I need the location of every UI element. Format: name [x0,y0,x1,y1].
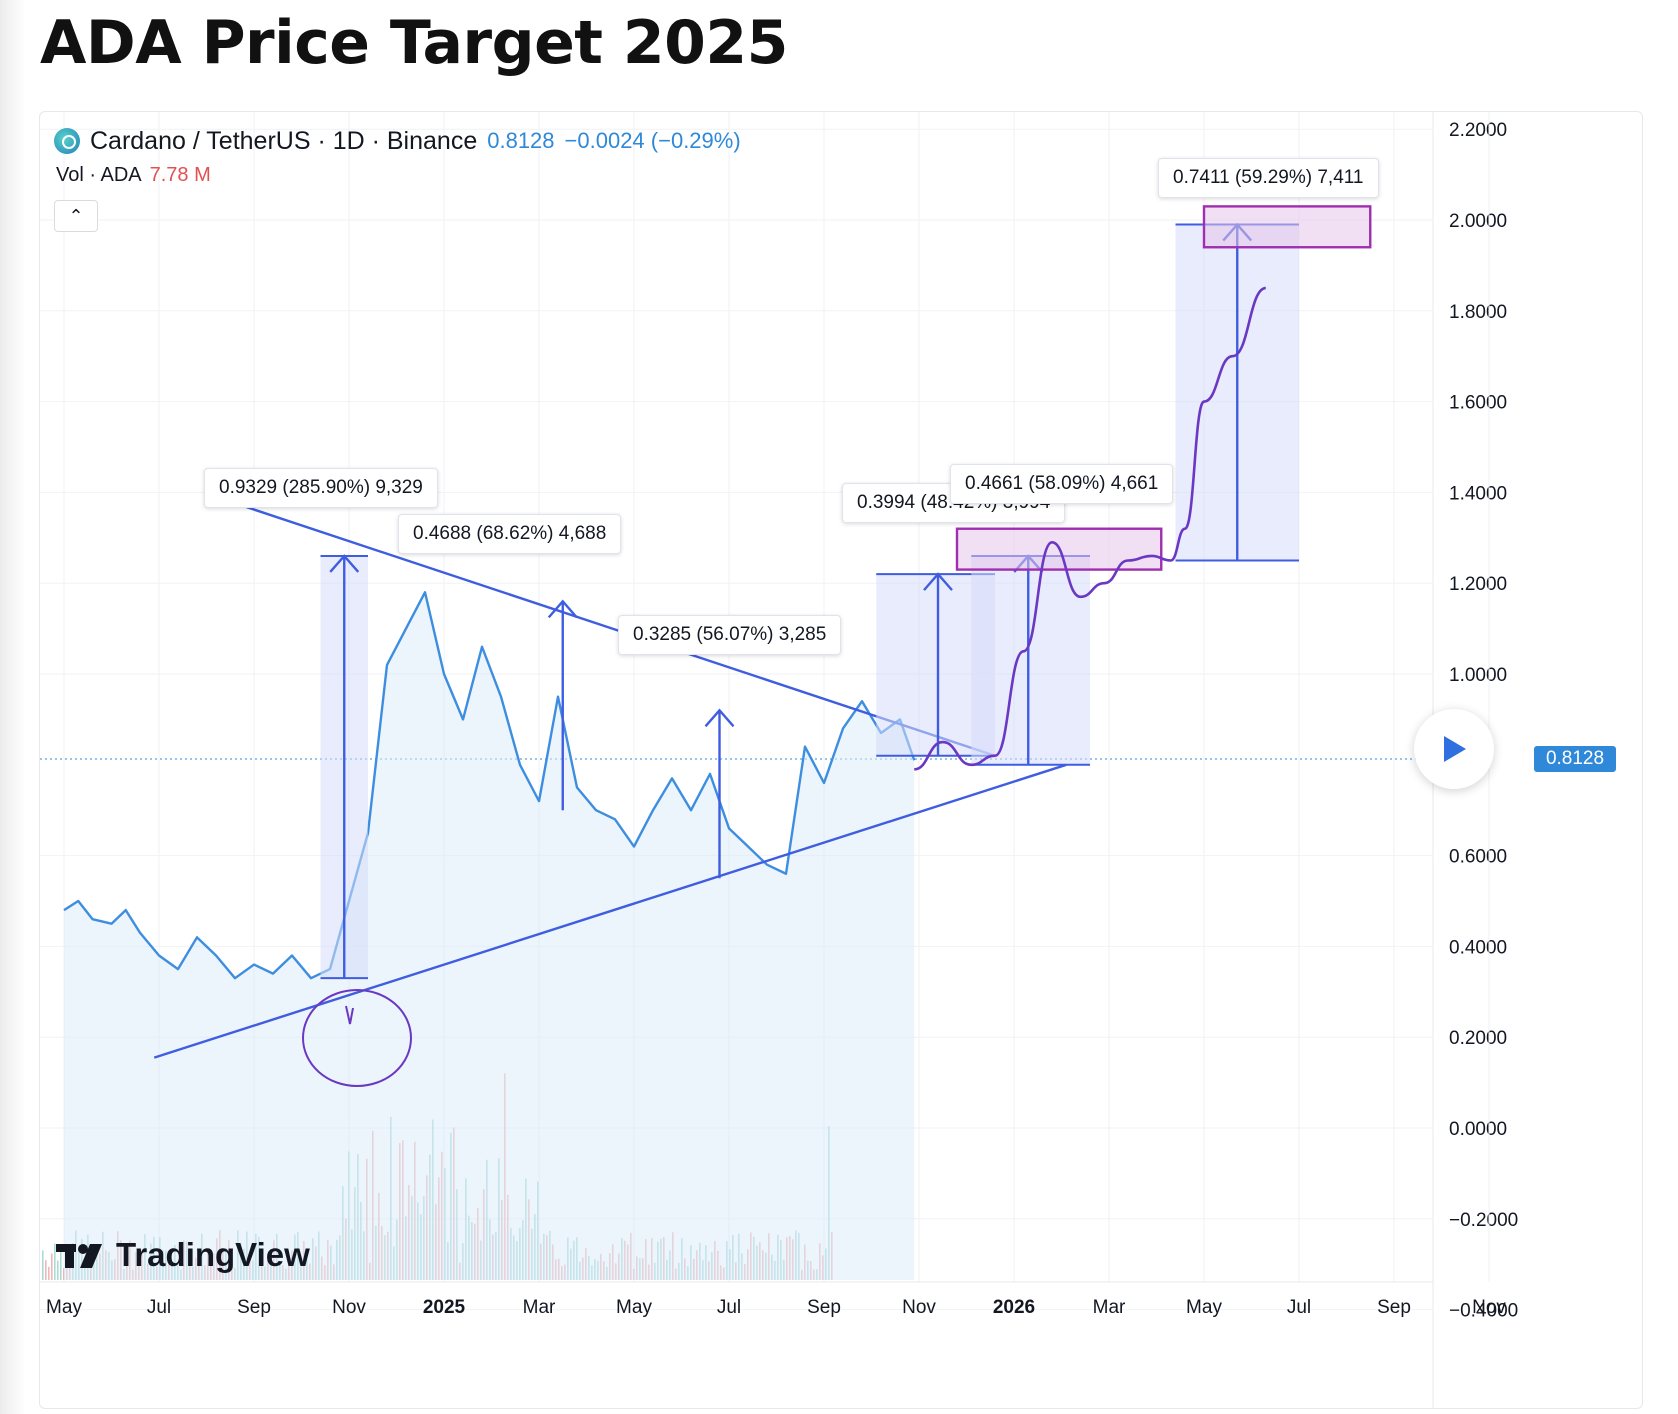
hand-drawn-circle [302,989,412,1087]
measure-arrow-head [704,708,735,728]
measure-box-fill [971,555,1090,765]
measure-label-3[interactable]: 0.3285 (56.07%) 3,285 [618,615,842,655]
volume-bar [63,1267,65,1280]
measure-arrow-head [923,572,953,591]
volume-label: Vol · ADA [56,164,142,186]
volume-bar [54,1243,56,1280]
y-tick-label: 1.6000 [1449,393,1507,414]
x-tick-label: Jul [147,1297,171,1318]
volume-bar [60,1247,62,1280]
price-series-line [63,591,916,980]
volume-bar [42,1250,44,1280]
x-tick-label: Jul [717,1297,741,1318]
y-tick-label: 2.2000 [1449,120,1507,141]
volume-bar [51,1253,53,1280]
volume-bar [48,1266,50,1280]
measure-label-2[interactable]: 0.4688 (68.62%) 4,688 [398,514,622,554]
hand-drawn-mark [345,1005,354,1025]
y-tick-label: 0.2000 [1449,1028,1507,1049]
collapse-legend-button[interactable]: ⌃ [54,200,98,232]
y-tick-label: 0.6000 [1449,847,1507,868]
y-tick-label: 0.0000 [1449,1119,1507,1140]
y-tick-label: 2.0000 [1449,211,1507,232]
replay-play-button[interactable] [1414,709,1494,789]
descending-trendline [215,495,996,757]
y-tick-label: −0.4000 [1449,1301,1518,1322]
x-tick-label: Sep [807,1297,841,1318]
measure-label-1[interactable]: 0.9329 (285.90%) 9,329 [204,468,438,508]
tradingview-logo-icon [56,1244,102,1268]
y-tick-label: 1.4000 [1449,483,1507,504]
x-tick-label: Nov [902,1297,936,1318]
x-tick-label: Mar [1093,1297,1126,1318]
last-price: 0.8128 [487,128,555,153]
tradingview-watermark: TradingView [56,1236,310,1274]
measure-arrow-head [329,554,360,573]
symbol-title[interactable]: Cardano / TetherUS · 1D · Binance [90,126,478,155]
measure-arrow-head [547,599,578,619]
y-tick-label: 0.4000 [1449,937,1507,958]
x-tick-label: Sep [237,1297,271,1318]
price-change: −0.0024 (−0.29%) [564,128,741,153]
current-price-tag: 0.8128 [1534,746,1616,772]
volume-value: 7.78 M [149,164,211,186]
symbol-legend[interactable]: Cardano / TetherUS · 1D · Binance 0.8128… [54,126,741,156]
x-tick-label: 2025 [423,1297,466,1318]
ascending-trendline [153,763,1067,1059]
chart-panel[interactable]: 2.2000 2.0000 1.8000 1.6000 1.4000 1.2000 1.00… [39,111,1643,1409]
watermark-text: TradingView [116,1236,310,1273]
x-tick-label: May [46,1297,82,1318]
target-zone-box-2 [1202,205,1372,249]
price-area-fill [64,592,915,1280]
volume-legend[interactable]: Vol · ADA 7.78 M [56,164,211,187]
y-tick-label: 1.2000 [1449,574,1507,595]
chevron-up-icon: ⌃ [68,205,84,226]
x-tick-label: May [616,1297,652,1318]
volume-bar [45,1260,47,1280]
measure-label-5[interactable]: 0.4661 (58.09%) 4,661 [950,464,1174,504]
play-icon [1444,736,1466,762]
x-tick-label: Jul [1287,1297,1311,1318]
price-chart[interactable]: 2.2000 2.0000 1.8000 1.6000 1.4000 1.2000 1.00… [40,112,1642,1408]
x-tick-label: May [1186,1297,1222,1318]
y-tick-label: −0.2000 [1449,1210,1518,1231]
cardano-logo-icon [54,128,80,154]
x-tick-label: Nov [1472,1297,1506,1318]
y-tick-label: 1.0000 [1449,665,1507,686]
left-edge-shade [0,0,26,1414]
x-tick-label: 2026 [993,1297,1035,1318]
page-title: ADA Price Target 2025 [40,8,788,78]
x-tick-label: Mar [523,1297,556,1318]
projected-path [913,286,1267,771]
x-tick-label: Sep [1377,1297,1411,1318]
volume-bar [57,1260,59,1280]
measure-label-6[interactable]: 0.7411 (59.29%) 7,411 [1158,158,1379,198]
y-tick-label: 1.8000 [1449,302,1507,323]
x-tick-label: Nov [332,1297,366,1318]
